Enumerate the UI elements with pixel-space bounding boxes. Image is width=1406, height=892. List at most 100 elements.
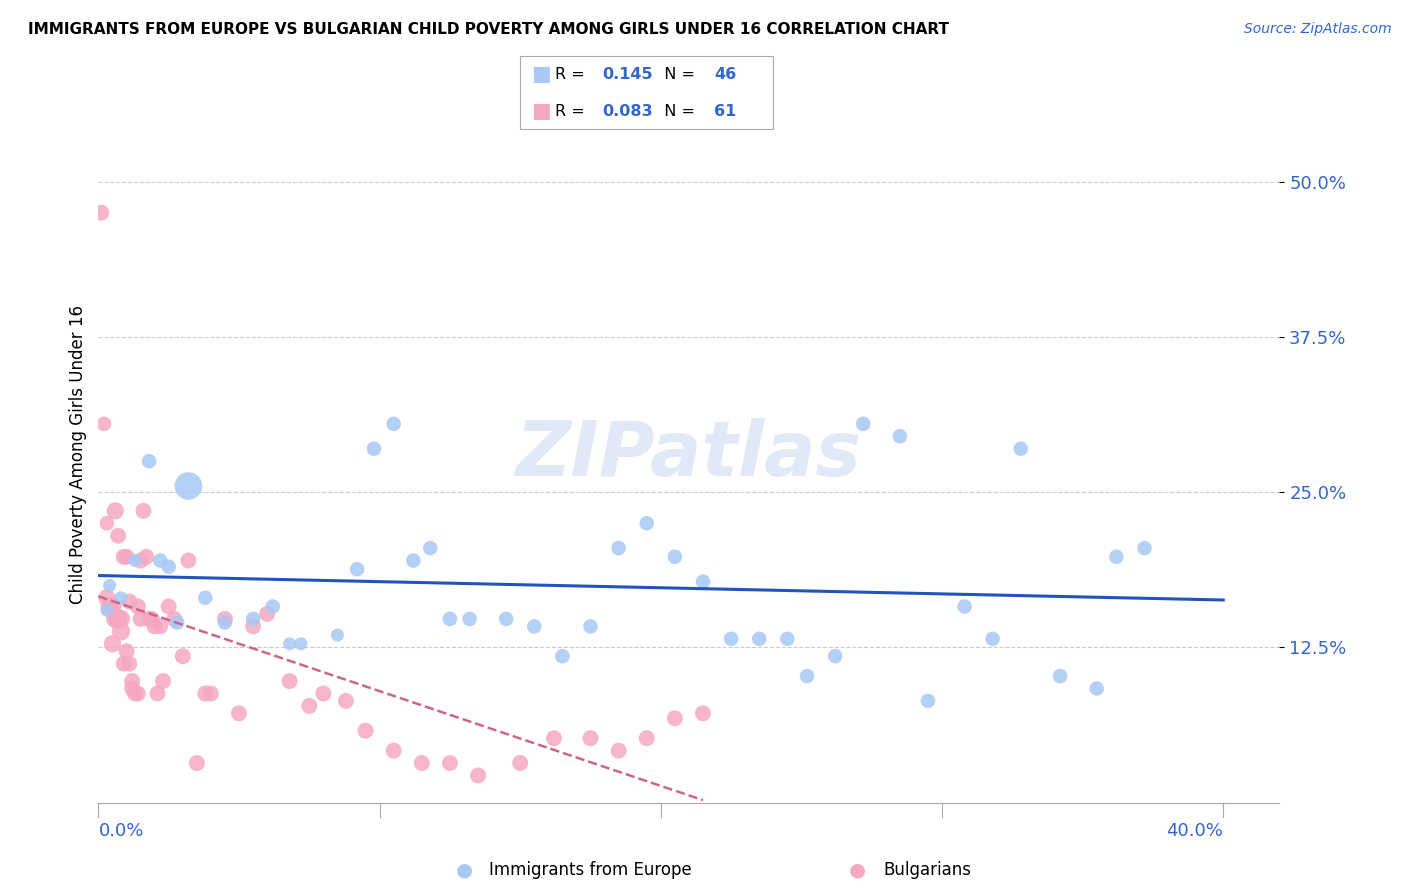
Text: ●: ● [456,860,472,880]
Text: IMMIGRANTS FROM EUROPE VS BULGARIAN CHILD POVERTY AMONG GIRLS UNDER 16 CORRELATI: IMMIGRANTS FROM EUROPE VS BULGARIAN CHIL… [28,22,949,37]
Point [543,731,565,746]
Text: ■: ■ [531,101,551,121]
Point [495,612,517,626]
Point [382,417,405,431]
Point [720,632,742,646]
Point [664,711,686,725]
Point [312,686,335,700]
Point [278,637,301,651]
Point [509,756,531,770]
Point [107,612,129,626]
Point [104,612,127,626]
Point [1085,681,1108,696]
Point [1105,549,1128,564]
Point [112,657,135,671]
Point [149,553,172,567]
Point [124,686,146,700]
Point [101,599,124,614]
Text: 0.0%: 0.0% [98,822,143,840]
Point [363,442,385,456]
Point [101,637,124,651]
Point [115,549,138,564]
Point [110,624,132,639]
Point [177,553,200,567]
Point [852,417,875,431]
Point [143,619,166,633]
Point [200,686,222,700]
Point [98,599,121,614]
Point [607,744,630,758]
Point [298,698,321,713]
Point [242,612,264,626]
Point [214,615,236,630]
Point [467,768,489,782]
Point [354,723,377,738]
Text: ●: ● [849,860,866,880]
Point [419,541,441,555]
Point [953,599,976,614]
Point [177,479,200,493]
Text: R =: R = [555,103,591,119]
Point [129,553,152,567]
Point [458,612,481,626]
Point [636,516,658,531]
Point [335,694,357,708]
Point [214,612,236,626]
Point [796,669,818,683]
Point [157,559,180,574]
Point [118,594,141,608]
Point [129,612,152,626]
Point [107,529,129,543]
Point [889,429,911,443]
Point [607,541,630,555]
Point [118,657,141,671]
Point [262,599,284,614]
Point [135,549,157,564]
Text: Immigrants from Europe: Immigrants from Europe [489,861,692,879]
Point [439,612,461,626]
Point [278,674,301,689]
Point [523,619,546,633]
Point [1133,541,1156,555]
Point [157,599,180,614]
Point [138,612,160,626]
Text: N =: N = [654,67,700,82]
Point [692,574,714,589]
Text: 40.0%: 40.0% [1167,822,1223,840]
Point [163,612,186,626]
Point [636,731,658,746]
Point [96,603,118,617]
Point [141,612,163,626]
Point [228,706,250,721]
Point [104,504,127,518]
Point [824,649,846,664]
Point [579,731,602,746]
Text: 46: 46 [714,67,737,82]
Point [186,756,208,770]
Text: 0.083: 0.083 [602,103,652,119]
Text: ZIPatlas: ZIPatlas [516,418,862,491]
Point [194,686,217,700]
Point [138,454,160,468]
Point [242,619,264,633]
Point [402,553,425,567]
Point [127,686,149,700]
Text: Source: ZipAtlas.com: Source: ZipAtlas.com [1244,22,1392,37]
Point [110,612,132,626]
Point [981,632,1004,646]
Text: N =: N = [654,103,700,119]
Point [664,549,686,564]
Text: 0.145: 0.145 [602,67,652,82]
Point [748,632,770,646]
Point [124,553,146,567]
Point [90,205,112,219]
Point [121,681,143,696]
Text: R =: R = [555,67,591,82]
Point [132,504,155,518]
Point [146,686,169,700]
Point [326,628,349,642]
Point [127,599,149,614]
Point [93,417,115,431]
Point [1010,442,1032,456]
Point [411,756,433,770]
